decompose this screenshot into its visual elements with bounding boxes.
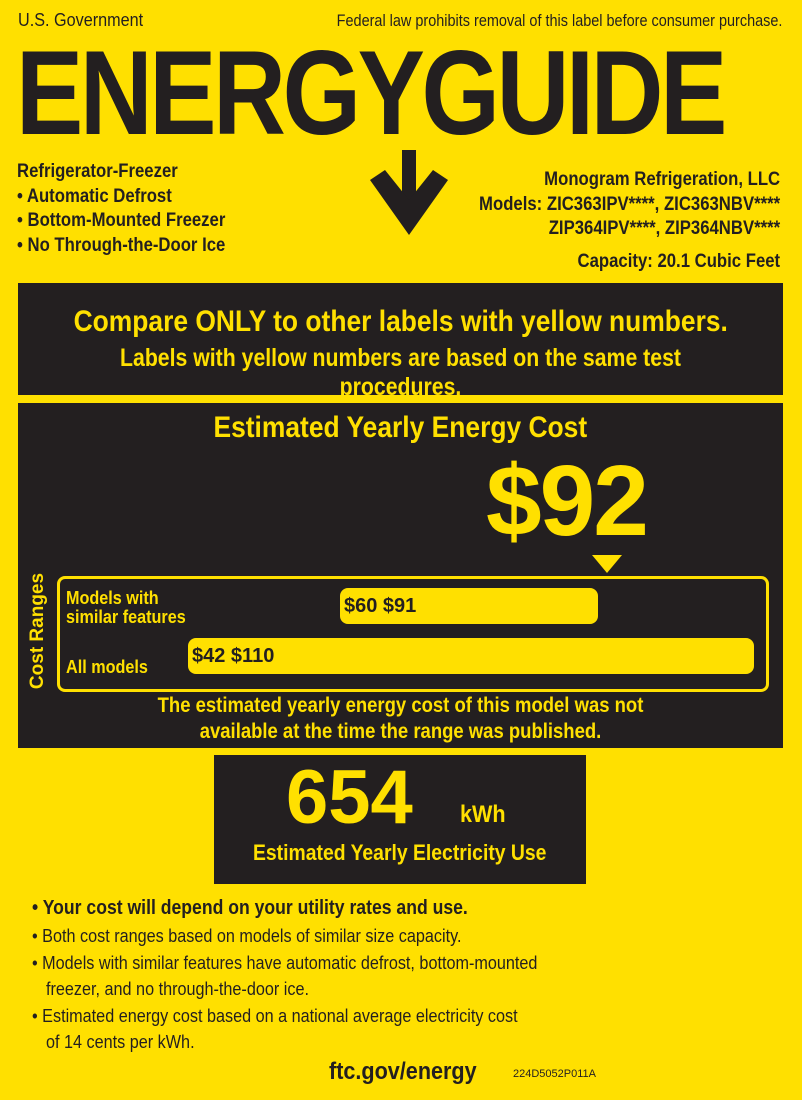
cost-note: The estimated yearly energy cost of this…	[157, 694, 644, 743]
cost-box: Estimated Yearly Energy Cost $92 Cost Ra…	[18, 403, 783, 748]
cost-ranges-label: Cost Ranges	[27, 572, 48, 690]
similar-models-range-bar: $60 $91	[340, 588, 598, 624]
label-code: 224D5052P011A	[513, 1068, 596, 1080]
cost-title: Estimated Yearly Energy Cost	[213, 411, 588, 444]
bullet-item-cont: freezer, and no through-the-door ice.	[46, 979, 309, 999]
compare-box: Compare ONLY to other labels with yellow…	[18, 283, 783, 401]
cost-value: $92	[486, 445, 649, 557]
usage-box: 654 kWh Estimated Yearly Electricity Use	[214, 755, 586, 884]
cost-pointer-icon	[592, 555, 622, 573]
usage-unit: kWh	[460, 801, 506, 828]
compare-line1: Compare ONLY to other labels with yellow…	[73, 305, 728, 338]
usage-value: 654	[286, 755, 413, 840]
bullet-item: • Models with similar features have auto…	[32, 953, 538, 973]
arrow-down-icon	[370, 150, 448, 235]
all-models-range-bar: $42 $110	[188, 638, 754, 674]
all-models-label: All models	[66, 657, 148, 677]
bullet-item: • Both cost ranges based on models of si…	[32, 926, 462, 946]
bullet-item: • Estimated energy cost based on a natio…	[32, 1006, 518, 1026]
removal-notice: Federal law prohibits removal of this la…	[336, 11, 782, 30]
bullet-item: • Your cost will depend on your utility …	[32, 897, 468, 919]
usage-label: Estimated Yearly Electricity Use	[253, 840, 547, 865]
ftc-link[interactable]: ftc.gov/energy	[329, 1058, 477, 1085]
compare-line2: Labels with yellow numbers are based on …	[120, 344, 681, 401]
similar-models-label: Models with similar features	[66, 588, 186, 627]
bullet-item-cont: of 14 cents per kWh.	[46, 1032, 195, 1052]
manufacturer-info: Monogram Refrigeration, LLC Models: ZIC3…	[478, 169, 780, 272]
cost-ranges-frame	[57, 576, 769, 692]
product-info: Refrigerator-Freezer • Automatic Defrost…	[17, 161, 226, 256]
energyguide-logo: ENERGYGUIDE	[16, 26, 727, 160]
gov-label: U.S. Government	[18, 10, 144, 30]
